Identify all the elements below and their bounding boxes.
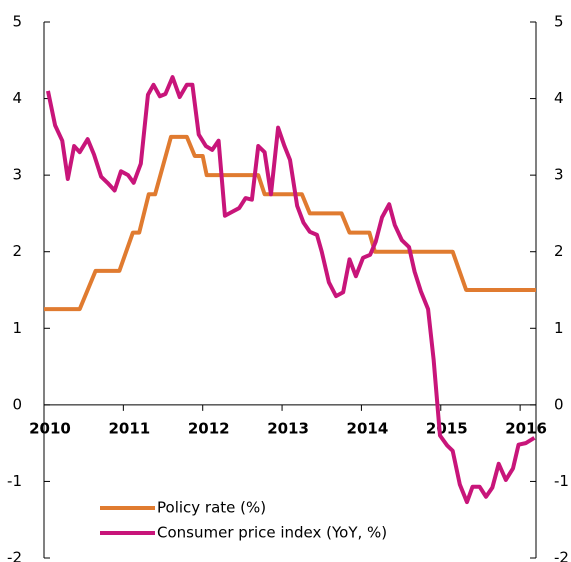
y-tick-label: 3 [12,166,22,184]
x-tick-label: 2011 [108,419,150,437]
y-tick-label: 2 [12,242,22,260]
y-tick-label: 1 [12,319,22,337]
y2-tick-label: 3 [554,166,564,184]
y2-tick-label: 5 [554,13,564,31]
y-tick-label: 5 [12,13,22,31]
x-tick-label: 2013 [267,419,309,437]
x-tick-label: 2010 [29,419,71,437]
y-tick-label: -2 [7,549,22,562]
series-line [44,134,536,312]
series-line [46,75,536,505]
y2-tick-label: -2 [554,549,569,562]
x-tick-label: 2016 [505,419,547,437]
x-tick-label: 2012 [188,419,230,437]
y-tick-label: 4 [12,89,22,107]
y2-tick-label: 0 [554,395,564,413]
x-tick-label: 2015 [426,419,468,437]
x-tick-label: 2014 [347,419,389,437]
legend-label: Consumer price index (YoY, %) [157,524,387,542]
y2-tick-label: 2 [554,242,564,260]
legend-label: Policy rate (%) [157,499,266,517]
y-tick-label: -1 [7,472,22,490]
y-tick-label: 0 [12,395,22,413]
y2-tick-label: -1 [554,472,569,490]
y2-tick-label: 1 [554,319,564,337]
y2-tick-label: 4 [554,89,564,107]
